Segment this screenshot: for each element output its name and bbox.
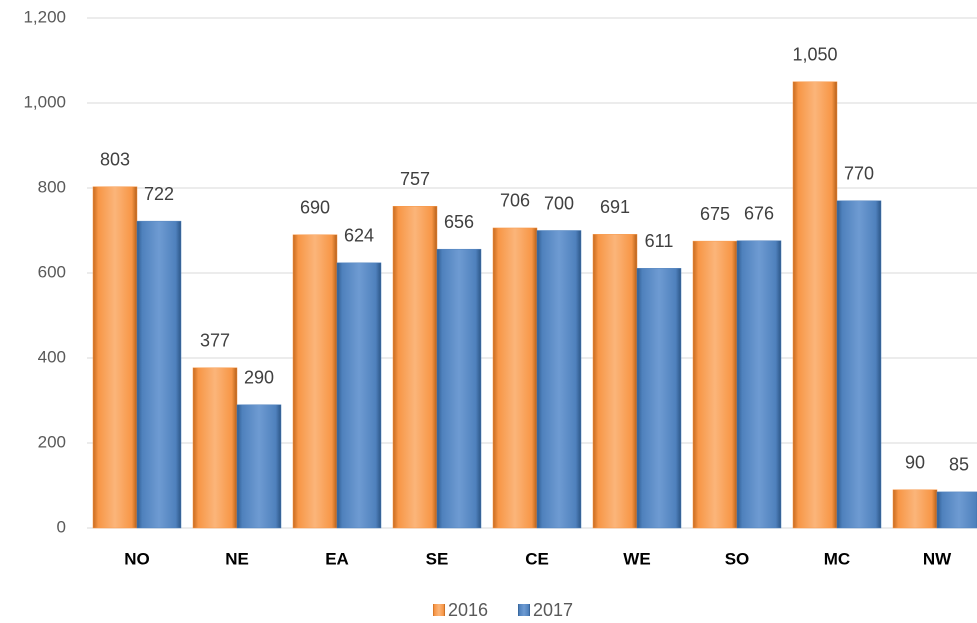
bar	[92, 186, 138, 529]
bar	[792, 81, 838, 529]
bar	[336, 262, 382, 529]
data-label: 290	[244, 368, 274, 388]
bar	[492, 227, 538, 529]
legend-swatch	[518, 604, 530, 616]
data-label: 611	[645, 231, 674, 251]
data-label: 85	[949, 455, 969, 475]
legend-label: 2016	[448, 600, 488, 620]
data-label: 377	[200, 331, 230, 351]
bar	[136, 220, 182, 529]
bar	[436, 248, 482, 529]
data-label: 770	[844, 164, 874, 184]
data-label: 803	[100, 149, 130, 169]
x-tick-label: WE	[623, 549, 650, 568]
y-tick-label: 200	[38, 432, 66, 451]
bar	[292, 234, 338, 529]
x-tick-label: SE	[426, 549, 449, 568]
data-label: 1,050	[792, 45, 837, 65]
y-tick-label: 0	[57, 517, 66, 536]
bar	[836, 200, 882, 529]
bar	[892, 489, 938, 529]
bar	[736, 240, 782, 529]
y-tick-label: 800	[38, 177, 66, 196]
legend-swatch	[433, 604, 445, 616]
y-tick-label: 400	[38, 347, 66, 366]
x-tick-label: NO	[124, 549, 150, 568]
x-tick-label: MC	[824, 549, 850, 568]
y-tick-label: 600	[38, 262, 66, 281]
x-tick-label: EA	[325, 549, 349, 568]
bar	[536, 230, 582, 529]
bar	[592, 234, 638, 529]
bar	[192, 367, 238, 529]
data-label: 691	[600, 197, 630, 217]
data-label: 700	[544, 193, 574, 213]
data-label: 722	[144, 184, 174, 204]
data-label: 656	[444, 212, 474, 232]
bar	[392, 206, 438, 529]
bar	[936, 491, 977, 529]
data-label: 675	[700, 204, 730, 224]
data-label: 90	[905, 453, 925, 473]
x-tick-label: NE	[225, 549, 249, 568]
x-tick-label: SO	[725, 549, 750, 568]
y-tick-label: 1,000	[23, 92, 66, 111]
data-label: 706	[500, 191, 530, 211]
data-label: 624	[344, 226, 374, 246]
bar	[236, 404, 282, 529]
x-tick-label: NW	[923, 549, 952, 568]
y-tick-label: 1,200	[23, 7, 66, 26]
data-label: 757	[400, 169, 430, 189]
legend-label: 2017	[533, 600, 573, 620]
data-label: 690	[300, 198, 330, 218]
x-tick-label: CE	[525, 549, 549, 568]
bar	[692, 240, 738, 529]
bar	[636, 268, 682, 529]
data-label: 676	[744, 203, 774, 223]
